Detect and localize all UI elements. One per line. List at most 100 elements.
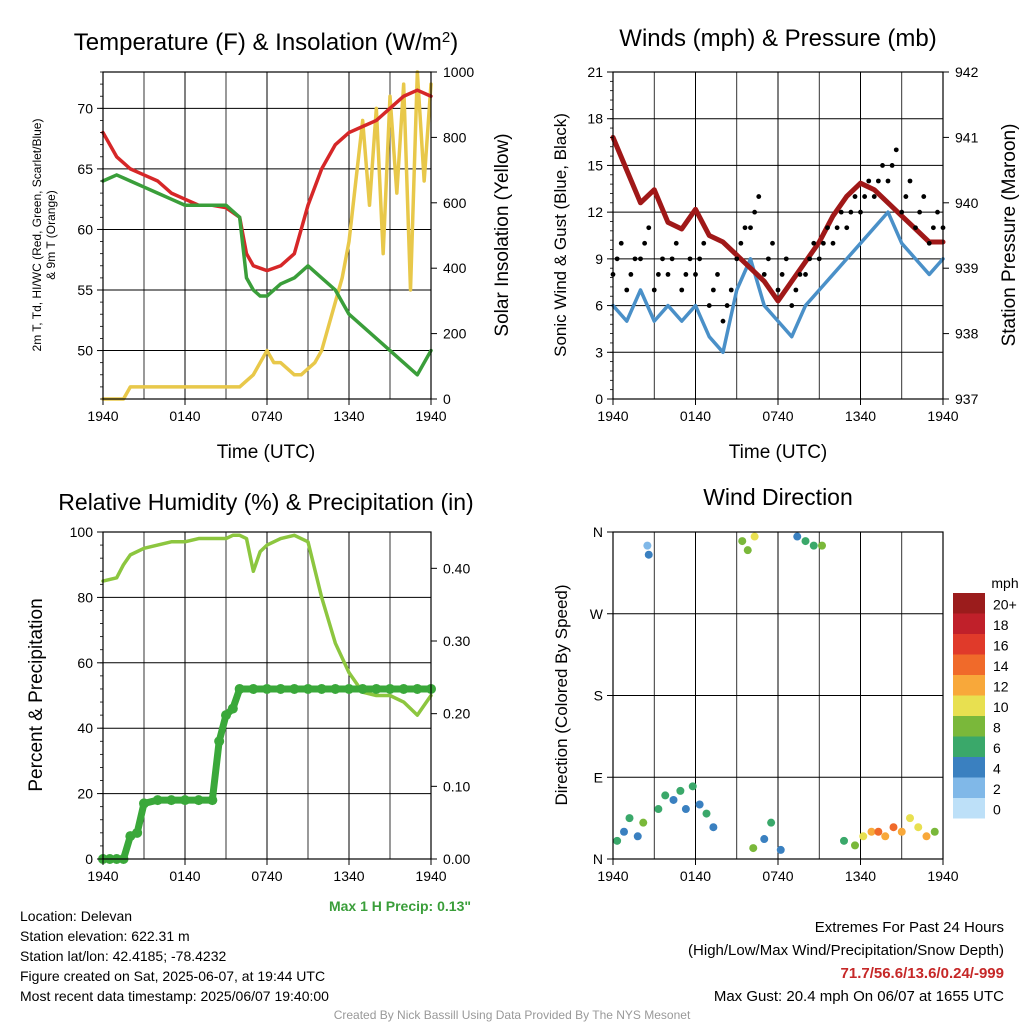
recent-data-timestamp: Most recent data timestamp: 2025/06/07 1… (20, 988, 329, 1004)
wind-direction-y-axis-label: Direction (Colored By Speed) (552, 584, 571, 805)
wind-gust-point (793, 287, 799, 293)
wind-gust-point (779, 272, 785, 277)
wind-direction-panel-title: Wind Direction (703, 484, 853, 510)
humidity-y2tick-label: 0.40 (443, 560, 470, 576)
humidity-ytick-label: 0 (85, 851, 93, 867)
wind-direction-point (633, 832, 642, 841)
wind-speed-legend-swatch (953, 777, 985, 798)
wind-gust-point (807, 256, 813, 262)
wind-gust-point (665, 272, 671, 277)
wind-gust-point (913, 225, 918, 231)
wind-gust-point (738, 240, 744, 246)
wind-gust-point (770, 240, 775, 246)
wind-gust-point (825, 225, 830, 231)
wind-gust-point (930, 225, 936, 231)
credit-line: Created By Nick Bassill Using Data Provi… (333, 1008, 691, 1022)
wind-gust-point (638, 256, 643, 262)
station-elevation: Station elevation: 622.31 m (20, 928, 190, 944)
wind-direction-point (881, 832, 890, 841)
wind-gust-point (803, 272, 808, 277)
humidity-panel-title: Relative Humidity (%) & Precipitation (i… (58, 489, 473, 515)
wind-speed-legend-swatch (953, 634, 985, 655)
wind-direction-point (776, 845, 785, 854)
humidity-precip-point (180, 795, 190, 806)
wind-direction-point (767, 818, 776, 827)
temperature-xtick-label: 1940 (415, 408, 446, 424)
wind-direction-point (738, 537, 747, 546)
winds-y2tick-label: 937 (955, 391, 979, 407)
wind-gust-point (748, 225, 753, 231)
wind-gust-point (628, 272, 634, 277)
humidity-xtick-label: 1940 (415, 868, 446, 884)
wind-direction-point (809, 541, 818, 550)
humidity-xtick-label: 1940 (87, 868, 118, 884)
wind-speed-legend-label: 6 (993, 740, 1001, 756)
wind-gust-point (858, 209, 863, 215)
wind-direction-point (688, 782, 697, 791)
wind-direction-point (750, 532, 759, 541)
wind-direction-point (669, 795, 678, 804)
wind-gust-point (669, 256, 675, 262)
wind-speed-legend-label: 10 (993, 699, 1009, 715)
winds-y-axis-label: Sonic Wind & Gust (Blue, Black) (551, 113, 570, 357)
wind-gust-point (880, 163, 885, 168)
wind-speed-legend-swatch (953, 613, 985, 634)
wind-gust-point (834, 225, 840, 231)
wind-gust-point (710, 287, 716, 293)
winds-ytick-label: 3 (595, 344, 603, 360)
humidity-precip-point (289, 683, 300, 694)
wind-gust-point (889, 163, 895, 168)
wind-speed-legend-swatch (953, 798, 985, 819)
wind-gust-point (693, 272, 698, 277)
wind-direction-point (889, 823, 898, 832)
winds-xtick-label: 1940 (597, 408, 628, 424)
winds-xtick-label: 0740 (762, 408, 793, 424)
wind-gust-point (811, 240, 817, 246)
wind-direction-point (654, 805, 663, 814)
winds-ytick-label: 9 (595, 251, 603, 267)
wind-speed-legend-label: 0 (993, 802, 1001, 818)
wind-speed-legend-swatch (953, 695, 985, 716)
wind-gust-point (848, 209, 854, 215)
wind-direction-point (625, 814, 634, 823)
wind-direction-point (859, 832, 868, 841)
humidity-precip-point (316, 683, 327, 694)
wind-speed-legend-swatch (953, 593, 985, 614)
wind-gust-point (728, 287, 734, 293)
extremes-heading: Extremes For Past 24 Hours (814, 919, 1004, 936)
wind-direction-xtick-label: 0140 (680, 868, 711, 884)
extremes-values: 71.7/56.6/13.6/0.24/-999 (840, 965, 1004, 982)
humidity-precip-point (344, 683, 354, 694)
wind-direction-point (695, 800, 704, 809)
wind-direction-point (643, 541, 652, 550)
winds-x-axis-label: Time (UTC) (729, 442, 828, 463)
max-precip-annotation: Max 1 H Precip: 0.13" (329, 898, 471, 914)
wind-gust-point (844, 225, 850, 231)
temperature-xtick-label: 0140 (169, 408, 200, 424)
wind-gust-point (866, 178, 872, 184)
wind-gust-point (830, 240, 836, 246)
wind-gust-point (673, 240, 679, 246)
humidity-ytick-label: 60 (77, 655, 93, 671)
wind-direction-point (840, 836, 848, 845)
wind-direction-point (749, 844, 758, 853)
wind-gust-point (683, 272, 689, 277)
wind-direction-point (906, 814, 914, 823)
temperature-series-0 (101, 70, 433, 401)
temperature-ytick-label: 70 (77, 100, 93, 116)
temperature-ytick-label: 65 (77, 161, 93, 177)
wind-speed-legend-label: 2 (993, 781, 1001, 797)
wind-gust-point (734, 256, 740, 262)
winds-y2tick-label: 939 (955, 260, 979, 276)
wind-gust-point (789, 303, 795, 308)
wind-gust-point (752, 209, 758, 215)
wind-gust-point (720, 318, 726, 324)
wind-speed-legend-swatch (953, 675, 985, 696)
wind-direction-point (676, 786, 685, 795)
humidity-precip-point (330, 683, 341, 694)
winds-y2tick-label: 940 (955, 195, 979, 211)
humidity-precip-point (248, 683, 259, 694)
temperature-xtick-label: 0740 (251, 408, 282, 424)
wind-direction-point (897, 827, 906, 836)
